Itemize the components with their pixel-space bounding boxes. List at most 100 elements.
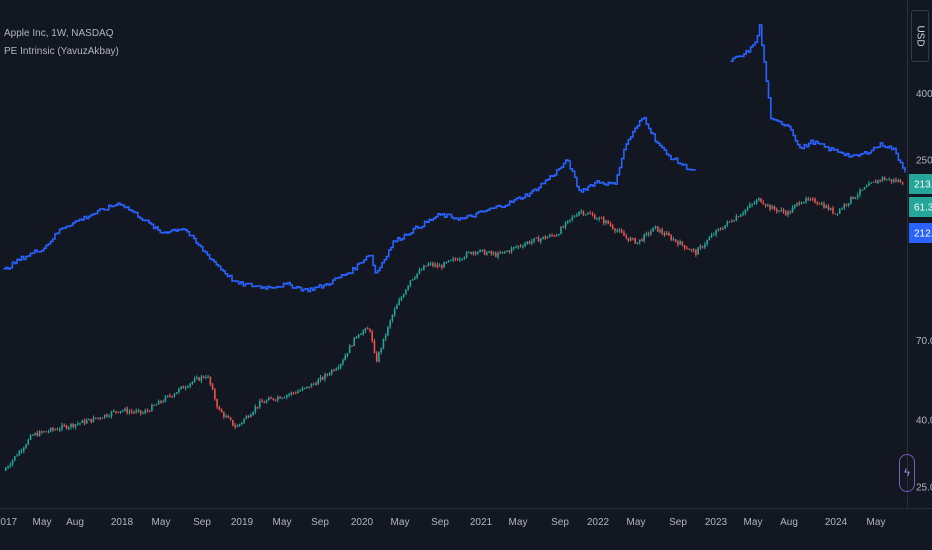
candle-body bbox=[411, 279, 414, 281]
candle-body bbox=[407, 285, 409, 290]
candle-body bbox=[683, 245, 686, 249]
last-value-label: 212.55 bbox=[914, 229, 932, 240]
candle-body bbox=[706, 240, 708, 245]
candle-body bbox=[468, 251, 470, 253]
time-tick-label: May bbox=[152, 517, 171, 528]
candle-body bbox=[778, 210, 780, 212]
candle-body bbox=[690, 249, 693, 251]
candle-body bbox=[663, 233, 666, 236]
candle-body bbox=[479, 249, 481, 253]
candle-body bbox=[488, 251, 490, 253]
time-tick-label: 2021 bbox=[470, 517, 493, 528]
candle-body bbox=[746, 207, 749, 210]
candle-body bbox=[528, 241, 531, 244]
candle-body bbox=[589, 213, 592, 215]
candle-body bbox=[243, 418, 245, 423]
candle-body bbox=[202, 376, 205, 378]
candle-body bbox=[5, 467, 7, 471]
price-tick-label: 25.00 bbox=[916, 482, 932, 493]
candle-body bbox=[328, 373, 331, 375]
candle-body bbox=[791, 207, 794, 213]
candle-body bbox=[719, 229, 722, 231]
chart-legend: Apple Inc, 1W, NASDAQ PE Intrinsic (Yavu… bbox=[4, 25, 119, 61]
candle-body bbox=[877, 179, 879, 184]
candle-body bbox=[366, 328, 369, 330]
candle-body bbox=[495, 252, 497, 257]
candle-body bbox=[535, 237, 538, 239]
currency-button[interactable]: USD bbox=[911, 10, 929, 62]
candle-body bbox=[436, 264, 439, 267]
candle-body bbox=[598, 217, 601, 220]
candle-body bbox=[715, 230, 717, 235]
candle-body bbox=[216, 399, 218, 408]
candle-body bbox=[834, 213, 837, 215]
indicator-title[interactable]: PE Intrinsic (YavuzAkbay) bbox=[4, 46, 119, 57]
candle-body bbox=[297, 391, 299, 394]
candle-body bbox=[409, 280, 412, 286]
candle-body bbox=[135, 410, 137, 413]
candle-body bbox=[373, 341, 376, 353]
candle-body bbox=[820, 203, 823, 205]
lightning-icon-button[interactable]: ϟ bbox=[899, 454, 915, 492]
candle-body bbox=[895, 179, 897, 182]
candle-body bbox=[461, 258, 463, 260]
candle-body bbox=[753, 203, 756, 205]
candle-body bbox=[124, 408, 126, 411]
candle-body bbox=[200, 376, 203, 381]
candle-body bbox=[162, 401, 164, 403]
candle-body bbox=[346, 353, 349, 356]
candle-body bbox=[526, 241, 529, 244]
time-tick-label: May bbox=[391, 517, 410, 528]
candle-body bbox=[310, 383, 313, 388]
candle-body bbox=[647, 232, 650, 235]
time-tick-label: May bbox=[744, 517, 763, 528]
intrinsic-line bbox=[730, 24, 906, 173]
candle-body bbox=[299, 390, 302, 392]
candle-body bbox=[223, 412, 225, 417]
candle-body bbox=[861, 189, 864, 191]
candle-body bbox=[22, 447, 25, 451]
candle-body bbox=[214, 389, 216, 400]
candle-body bbox=[447, 260, 450, 263]
candle-body bbox=[668, 233, 670, 236]
candle-body bbox=[580, 211, 583, 213]
candle-body bbox=[58, 429, 61, 431]
candle-body bbox=[600, 217, 603, 219]
candle-body bbox=[196, 377, 198, 379]
candle-body bbox=[137, 410, 140, 412]
candle-body bbox=[659, 229, 661, 232]
candle-body bbox=[816, 202, 819, 204]
candle-body bbox=[832, 208, 834, 214]
candle-body bbox=[879, 179, 881, 181]
candle-body bbox=[319, 377, 322, 380]
candle-body bbox=[811, 198, 814, 200]
candle-body bbox=[445, 262, 448, 264]
candle-body bbox=[378, 352, 380, 362]
candle-body bbox=[692, 249, 695, 251]
candle-body bbox=[65, 425, 68, 429]
candle-body bbox=[845, 204, 848, 206]
time-tick-label: 2022 bbox=[587, 517, 610, 528]
candle-body bbox=[229, 417, 232, 420]
candle-body bbox=[841, 208, 843, 210]
candle-body bbox=[695, 250, 697, 255]
candle-body bbox=[333, 369, 335, 371]
candle-body bbox=[99, 417, 102, 419]
candle-body bbox=[402, 294, 405, 298]
time-tick-label: May bbox=[867, 517, 886, 528]
candle-body bbox=[294, 392, 297, 394]
time-tick-label: 2018 bbox=[111, 517, 134, 528]
candle-body bbox=[106, 414, 108, 417]
candle-body bbox=[492, 252, 495, 254]
candle-body bbox=[326, 374, 329, 376]
candle-body bbox=[758, 198, 760, 201]
candle-body bbox=[459, 259, 461, 261]
candle-body bbox=[353, 337, 356, 347]
candle-body bbox=[726, 221, 729, 226]
candle-body bbox=[886, 179, 888, 181]
candle-body bbox=[465, 252, 468, 258]
candle-body bbox=[128, 411, 131, 413]
candle-body bbox=[72, 423, 75, 428]
candle-body bbox=[321, 377, 324, 380]
